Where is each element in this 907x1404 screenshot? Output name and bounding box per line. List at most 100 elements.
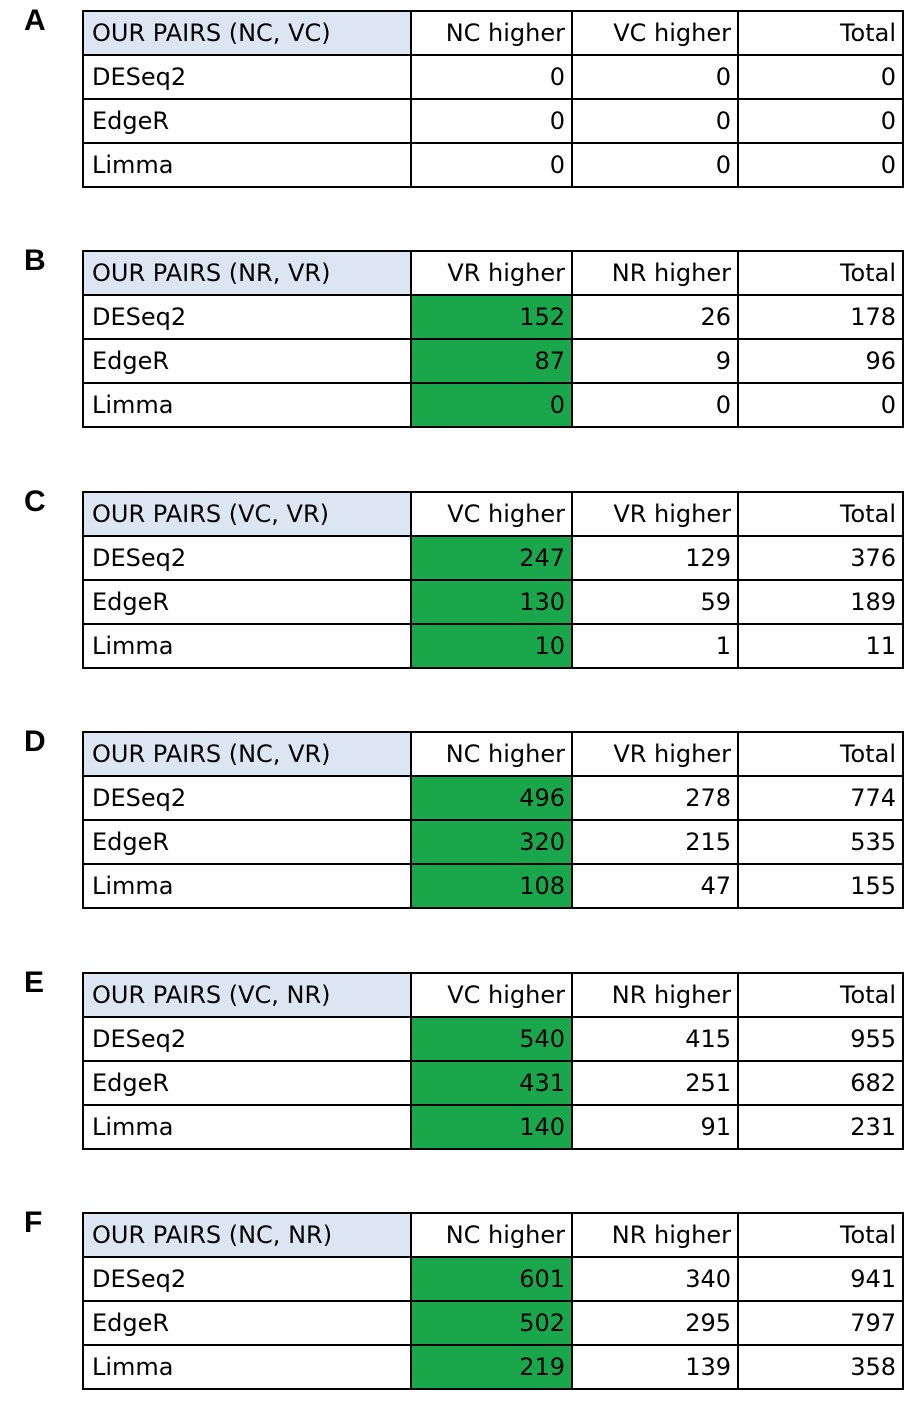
value-cell-1: 0: [410, 382, 573, 428]
total-cell: 231: [737, 1104, 904, 1150]
value-cell-1: 219: [410, 1344, 573, 1390]
column-header-2: NR higher: [571, 250, 739, 296]
value-cell-1: 140: [410, 1104, 573, 1150]
table-title-cell: OUR PAIRS (VC, VR): [82, 491, 412, 537]
value-cell-1: 0: [410, 98, 573, 144]
value-cell-2: 251: [571, 1060, 739, 1106]
panel-letter: A: [24, 4, 46, 37]
value-cell-2: 215: [571, 819, 739, 865]
method-cell: DESeq2: [82, 54, 412, 100]
column-header-2: NR higher: [571, 1212, 739, 1258]
method-cell: Limma: [82, 623, 412, 669]
table-header-row: OUR PAIRS (VC, VR) VC higher VR higher T…: [82, 491, 904, 537]
table-row: DESeq2 496 278 774: [82, 775, 904, 821]
value-cell-1: 247: [410, 535, 573, 581]
method-cell: Limma: [82, 1104, 412, 1150]
table-row: EdgeR 130 59 189: [82, 579, 904, 625]
value-cell-2: 26: [571, 294, 739, 340]
total-cell: 682: [737, 1060, 904, 1106]
table-row: DESeq2 540 415 955: [82, 1016, 904, 1062]
value-cell-2: 59: [571, 579, 739, 625]
table-row: DESeq2 247 129 376: [82, 535, 904, 581]
column-header-total: Total: [737, 972, 904, 1018]
table-title-cell: OUR PAIRS (NR, VR): [82, 250, 412, 296]
value-cell-2: 47: [571, 863, 739, 909]
value-cell-2: 0: [571, 98, 739, 144]
value-cell-1: 87: [410, 338, 573, 384]
total-cell: 358: [737, 1344, 904, 1390]
total-cell: 11: [737, 623, 904, 669]
panel-letter: B: [24, 244, 46, 277]
panel-b: B OUR PAIRS (NR, VR) VR higher NR higher…: [0, 240, 907, 440]
total-cell: 774: [737, 775, 904, 821]
total-cell: 0: [737, 54, 904, 100]
table-row: EdgeR 431 251 682: [82, 1060, 904, 1106]
panel-letter: C: [24, 485, 46, 518]
total-cell: 0: [737, 142, 904, 188]
value-cell-2: 9: [571, 338, 739, 384]
value-cell-2: 0: [571, 142, 739, 188]
table-header-row: OUR PAIRS (NC, NR) NC higher NR higher T…: [82, 1212, 904, 1258]
panel-e: E OUR PAIRS (VC, NR) VC higher NR higher…: [0, 962, 907, 1162]
total-cell: 941: [737, 1256, 904, 1302]
value-cell-1: 540: [410, 1016, 573, 1062]
table-row: EdgeR 320 215 535: [82, 819, 904, 865]
value-cell-2: 129: [571, 535, 739, 581]
table-header-row: OUR PAIRS (NR, VR) VR higher NR higher T…: [82, 250, 904, 296]
method-cell: DESeq2: [82, 775, 412, 821]
value-cell-1: 0: [410, 54, 573, 100]
column-header-2: VR higher: [571, 731, 739, 777]
column-header-2: NR higher: [571, 972, 739, 1018]
value-cell-1: 496: [410, 775, 573, 821]
panel-a: A OUR PAIRS (NC, VC) NC higher VC higher…: [0, 0, 907, 200]
table-header-row: OUR PAIRS (NC, VC) NC higher VC higher T…: [82, 10, 904, 56]
value-cell-2: 340: [571, 1256, 739, 1302]
column-header-1: NC higher: [410, 1212, 573, 1258]
method-cell: EdgeR: [82, 819, 412, 865]
table-row: EdgeR 0 0 0: [82, 98, 904, 144]
total-cell: 155: [737, 863, 904, 909]
table-row: Limma 0 0 0: [82, 382, 904, 428]
panel-d: D OUR PAIRS (NC, VR) NC higher VR higher…: [0, 721, 907, 921]
results-table: OUR PAIRS (NC, VR) NC higher VR higher T…: [82, 731, 904, 909]
value-cell-2: 415: [571, 1016, 739, 1062]
total-cell: 797: [737, 1300, 904, 1346]
value-cell-1: 502: [410, 1300, 573, 1346]
column-header-1: VR higher: [410, 250, 573, 296]
value-cell-1: 320: [410, 819, 573, 865]
table-row: Limma 0 0 0: [82, 142, 904, 188]
table-title-cell: OUR PAIRS (NC, VR): [82, 731, 412, 777]
value-cell-2: 295: [571, 1300, 739, 1346]
column-header-1: VC higher: [410, 491, 573, 537]
results-table: OUR PAIRS (NC, NR) NC higher NR higher T…: [82, 1212, 904, 1390]
total-cell: 0: [737, 382, 904, 428]
table-title-cell: OUR PAIRS (NC, VC): [82, 10, 412, 56]
total-cell: 189: [737, 579, 904, 625]
table-row: Limma 108 47 155: [82, 863, 904, 909]
method-cell: DESeq2: [82, 1016, 412, 1062]
value-cell-1: 0: [410, 142, 573, 188]
panel-c: C OUR PAIRS (VC, VR) VC higher VR higher…: [0, 481, 907, 681]
results-table: OUR PAIRS (VC, VR) VC higher VR higher T…: [82, 491, 904, 669]
panel-letter: D: [24, 725, 46, 758]
table-title-cell: OUR PAIRS (NC, NR): [82, 1212, 412, 1258]
total-cell: 376: [737, 535, 904, 581]
results-table: OUR PAIRS (NR, VR) VR higher NR higher T…: [82, 250, 904, 428]
column-header-total: Total: [737, 10, 904, 56]
total-cell: 535: [737, 819, 904, 865]
table-row: EdgeR 87 9 96: [82, 338, 904, 384]
value-cell-1: 601: [410, 1256, 573, 1302]
value-cell-2: 1: [571, 623, 739, 669]
method-cell: EdgeR: [82, 98, 412, 144]
total-cell: 0: [737, 98, 904, 144]
column-header-1: NC higher: [410, 731, 573, 777]
column-header-total: Total: [737, 250, 904, 296]
value-cell-2: 0: [571, 382, 739, 428]
method-cell: Limma: [82, 1344, 412, 1390]
total-cell: 96: [737, 338, 904, 384]
value-cell-1: 108: [410, 863, 573, 909]
value-cell-2: 91: [571, 1104, 739, 1150]
results-table: OUR PAIRS (NC, VC) NC higher VC higher T…: [82, 10, 904, 188]
method-cell: EdgeR: [82, 579, 412, 625]
table-row: DESeq2 0 0 0: [82, 54, 904, 100]
